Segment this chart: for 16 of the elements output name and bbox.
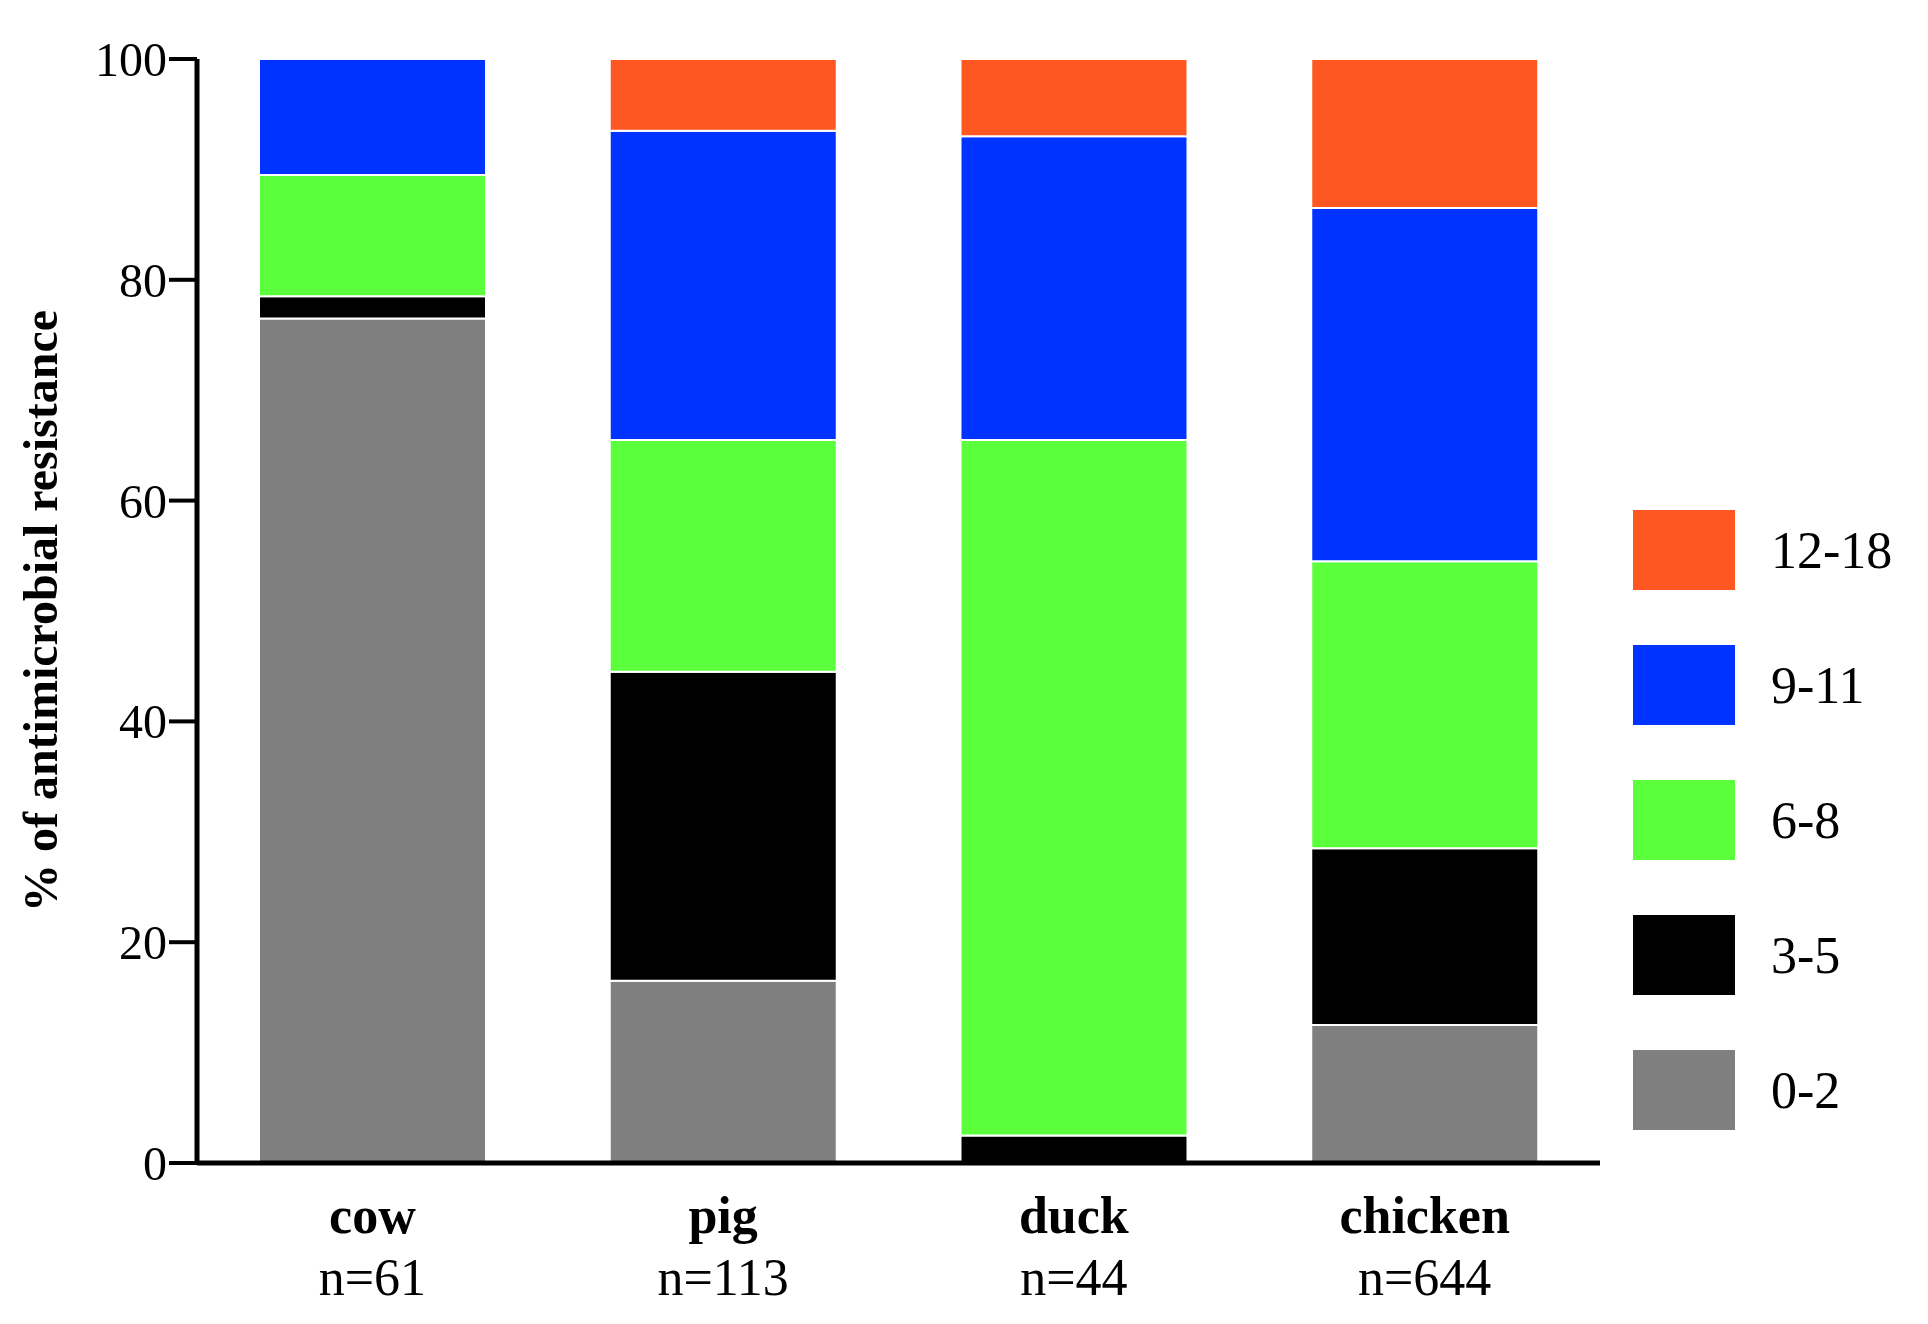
y-tick-label: 60 (119, 474, 167, 528)
legend-label: 0-2 (1771, 1060, 1841, 1120)
legend-label: 6-8 (1771, 790, 1841, 850)
x-tick-label: cow n=61 (318, 1187, 427, 1306)
y-axis-title: % of antimicrobial resistance (13, 309, 67, 913)
y-tick-label: 20 (119, 916, 167, 970)
legend-label: 12-18 (1771, 520, 1893, 580)
x-tick-label: duck n=44 (1018, 1187, 1129, 1306)
y-tick-label: 100 (95, 33, 167, 87)
y-tick-label: 0 (143, 1137, 167, 1191)
x-tick-label: chicken n=644 (1339, 1187, 1510, 1306)
legend-label: 9-11 (1771, 655, 1865, 715)
x-tick-label: pig n=113 (657, 1187, 789, 1306)
legend-label: 3-5 (1771, 925, 1841, 985)
y-tick-label: 80 (119, 253, 167, 307)
y-tick-label: 40 (119, 695, 167, 749)
